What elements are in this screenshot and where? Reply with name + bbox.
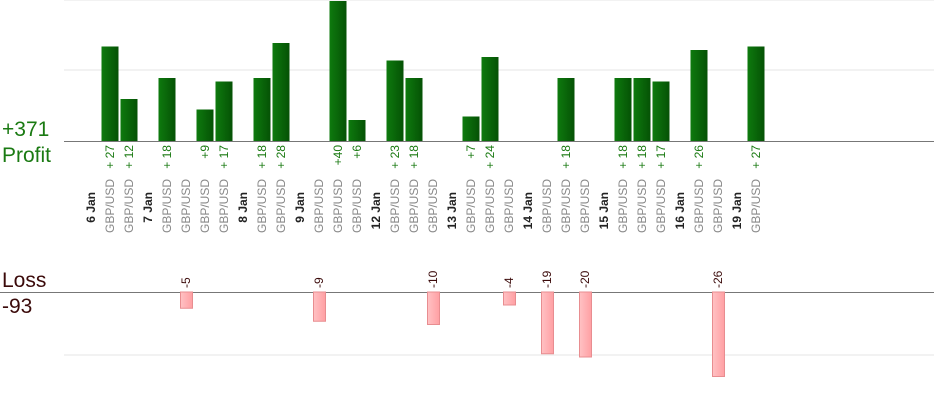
loss-value-label: -5	[179, 277, 193, 288]
profit-bar	[652, 81, 670, 141]
profit-bar	[386, 60, 404, 141]
pair-label: GBP/USD	[635, 179, 649, 233]
loss-total: -93	[2, 295, 33, 318]
pair-label: GBP/USD	[692, 179, 706, 233]
pair-label: GBP/USD	[654, 179, 668, 233]
loss-bar	[180, 291, 193, 309]
pair-label: GBP/USD	[483, 179, 497, 233]
loss-bar	[541, 291, 554, 355]
profit-value-label: + 18	[635, 145, 649, 169]
date-label: 13 Jan	[445, 192, 459, 229]
profit-bar	[557, 78, 575, 141]
profit-bar	[272, 43, 290, 141]
pair-label: GBP/USD	[350, 179, 364, 233]
date-label: 6 Jan	[84, 192, 98, 223]
profit-bar	[329, 1, 347, 141]
loss-label: Loss	[2, 269, 47, 292]
pair-label: GBP/USD	[502, 179, 516, 233]
loss-bar	[579, 291, 592, 358]
profit-bar	[101, 46, 119, 141]
profit-value-label: +9	[198, 145, 212, 159]
pair-label: GBP/USD	[616, 179, 630, 233]
pair-label: GBP/USD	[160, 179, 174, 233]
pair-label: GBP/USD	[217, 179, 231, 233]
loss-bar	[503, 291, 516, 306]
loss-bar	[712, 291, 725, 377]
profit-value-label: + 17	[217, 145, 231, 169]
profit-bar	[614, 78, 632, 141]
profit-value-label: + 18	[559, 145, 573, 169]
profit-bar	[348, 120, 366, 141]
profit-label: Profit	[2, 144, 52, 167]
pair-label: GBP/USD	[103, 179, 117, 233]
profit-value-label: +7	[464, 145, 478, 159]
profit-value-label: + 27	[749, 145, 763, 169]
profit-value-label: +6	[350, 145, 364, 159]
pair-label: GBP/USD	[559, 179, 573, 233]
loss-value-label: -9	[312, 277, 326, 288]
profit-bar	[747, 46, 765, 141]
date-label: 14 Jan	[521, 192, 535, 229]
pair-label: GBP/USD	[578, 179, 592, 233]
date-label: 15 Jan	[597, 192, 611, 229]
profit-bar	[196, 109, 214, 141]
pair-label: GBP/USD	[749, 179, 763, 233]
loss-bar	[427, 291, 440, 325]
loss-value-label: -20	[578, 270, 592, 288]
loss-value-label: -19	[540, 270, 554, 288]
profit-bar	[462, 116, 480, 141]
pair-label: GBP/USD	[179, 179, 193, 233]
profit-value-label: + 18	[160, 145, 174, 169]
date-label: 9 Jan	[293, 192, 307, 223]
loss-value-label: -4	[502, 277, 516, 288]
profit-value-label: + 26	[692, 145, 706, 169]
profit-bar	[120, 99, 138, 141]
pair-label: GBP/USD	[407, 179, 421, 233]
profit-value-label: + 18	[407, 145, 421, 169]
profit-bar	[158, 78, 176, 141]
date-label: 16 Jan	[673, 192, 687, 229]
date-label: 7 Jan	[141, 192, 155, 223]
loss-value-label: -10	[426, 270, 440, 288]
date-label: 12 Jan	[369, 192, 383, 229]
profit-bar	[690, 50, 708, 141]
pair-label: GBP/USD	[198, 179, 212, 233]
pair-label: GBP/USD	[464, 179, 478, 233]
pair-label: GBP/USD	[331, 179, 345, 233]
pair-label: GBP/USD	[711, 179, 725, 233]
profit-bar	[253, 78, 271, 141]
pair-label: GBP/USD	[540, 179, 554, 233]
pair-label: GBP/USD	[122, 179, 136, 233]
date-label: 19 Jan	[730, 192, 744, 229]
pair-label: GBP/USD	[255, 179, 269, 233]
pair-label: GBP/USD	[312, 179, 326, 233]
profit-value-label: + 18	[255, 145, 269, 169]
profit-bar	[481, 57, 499, 141]
profit-value-label: + 12	[122, 145, 136, 169]
pair-label: GBP/USD	[388, 179, 402, 233]
profit-value-label: + 17	[654, 145, 668, 169]
loss-bar	[313, 291, 326, 322]
profit-value-label: + 27	[103, 145, 117, 169]
profit-bar	[633, 78, 651, 141]
profit-bar	[405, 78, 423, 141]
pair-label: GBP/USD	[274, 179, 288, 233]
profit-value-label: +40	[331, 145, 345, 166]
loss-value-label: -26	[711, 270, 725, 288]
pair-label: GBP/USD	[426, 179, 440, 233]
date-label: 8 Jan	[236, 192, 250, 223]
profit-value-label: + 18	[616, 145, 630, 169]
profit-total: +371	[2, 118, 50, 141]
profit-value-label: + 24	[483, 145, 497, 169]
profit-value-label: + 23	[388, 145, 402, 169]
profit-value-label: + 28	[274, 145, 288, 169]
profit-bar	[215, 81, 233, 141]
